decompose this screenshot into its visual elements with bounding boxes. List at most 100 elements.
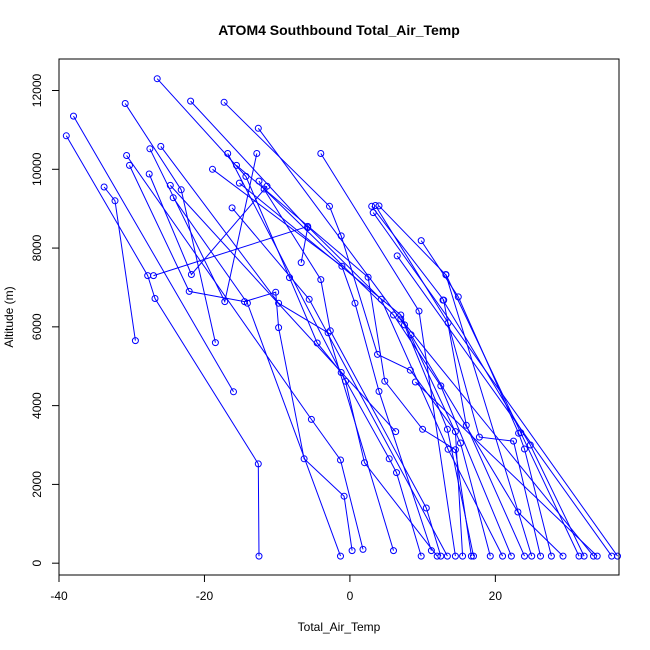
data-point [364,273,372,281]
data-point [443,425,451,433]
data-point [146,145,154,153]
data-point [514,508,522,516]
data-point [369,209,377,217]
data-point [121,100,129,107]
data-point [443,552,451,560]
data-point [340,492,348,500]
data-point [415,307,423,315]
data-point [439,296,447,304]
data-point [243,299,251,307]
series-line [371,205,525,557]
data-point [537,552,544,560]
data-point [401,321,408,329]
data-point [433,552,441,560]
series-line [239,182,491,557]
data-point [559,552,567,560]
data-point [451,428,459,436]
data-point [371,202,379,209]
data-point [166,181,174,189]
series-line [124,103,216,343]
data-point [275,299,283,307]
data-point [397,315,405,323]
series-line [227,153,438,557]
data-point [475,433,483,441]
series-line [396,255,613,557]
y-tick-label: 8000 [30,234,44,261]
data-point [317,150,325,157]
x-axis: -40 -20 0 20 [50,574,502,603]
data-point [338,262,346,270]
data-point [451,446,459,454]
data-point [233,161,240,169]
data-point [145,170,153,178]
series-line [231,207,448,557]
data-point [517,429,525,437]
data-point [220,98,228,106]
data-point [368,202,376,210]
series-line [442,299,585,557]
series-line [126,155,364,550]
data-point [297,259,305,267]
data-point [255,177,263,185]
data-point [337,456,344,464]
data-point [111,197,119,205]
series-line [410,334,564,557]
data-point [451,552,459,560]
series-line [372,212,618,557]
series-line [129,165,353,551]
data-point [326,327,334,335]
series-line [103,186,136,341]
data-point [444,319,452,327]
y-axis: 0 2000 4000 6000 8000 10000 12000 [30,74,60,567]
data-point [406,366,414,374]
y-tick-label: 6000 [30,313,44,340]
data-point [507,552,515,560]
series-line [212,168,432,551]
series-line [236,165,472,557]
y-tick-label: 12000 [30,74,44,108]
data-point [337,232,345,240]
data-point [614,552,621,560]
x-axis-label: Total_Air_Temp [298,620,381,634]
data-point [422,504,430,512]
series-line [153,225,504,557]
data-point [300,455,308,463]
data-point [459,552,467,560]
data-point [462,421,470,429]
data-point [351,299,359,307]
data-point [209,165,216,173]
data-point [272,288,280,296]
data-point [275,324,283,332]
data-point [253,150,261,157]
series-line [400,318,594,557]
data-point [235,179,243,187]
x-tick-label: 0 [347,589,354,603]
data-point [157,142,165,150]
data-point [187,271,195,278]
y-tick-label: 0 [30,560,44,567]
data-point [499,552,507,560]
data-point [575,552,583,560]
y-axis-label: Altitude (m) [2,286,16,347]
data-point [521,552,528,560]
data-point [254,124,262,132]
y-tick-label: 4000 [30,392,44,419]
data-point [348,547,356,555]
data-point [470,552,477,560]
data-point [153,75,161,83]
data-point [374,350,381,358]
data-point [580,552,588,560]
series-line [415,381,598,557]
data-point [486,552,494,560]
points-layer [62,75,621,560]
data-point [375,202,383,210]
data-point [221,298,229,306]
data-point [444,445,452,453]
data-point [224,150,232,157]
series-line [160,146,394,551]
series-line [257,128,474,557]
data-point [123,152,131,159]
data-point [150,272,157,280]
